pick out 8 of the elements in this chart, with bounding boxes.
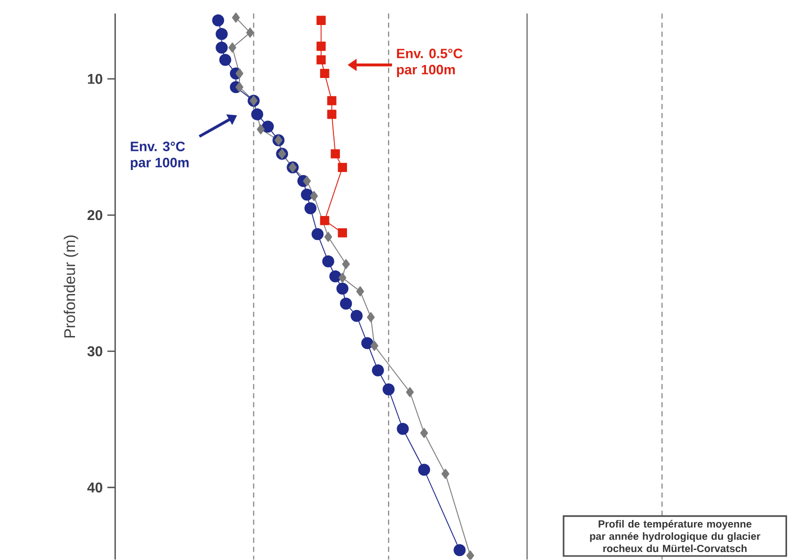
y-axis-title: Profondeur (m) [64,236,78,338]
annotation: Env. 3°C par 100m [130,142,189,170]
text: Profil de température moyenne par année hydrologique du glacier rocheux du Mürtel-Corvatsch [590,520,760,552]
y-tick-label: 10 [88,74,102,84]
y-tick-label: 20 [88,210,102,220]
y-tick-label: 30 [87,346,102,356]
annotation: Env. 0.5°C par 100m [397,48,462,78]
y-tick-label: 40 [87,482,102,493]
